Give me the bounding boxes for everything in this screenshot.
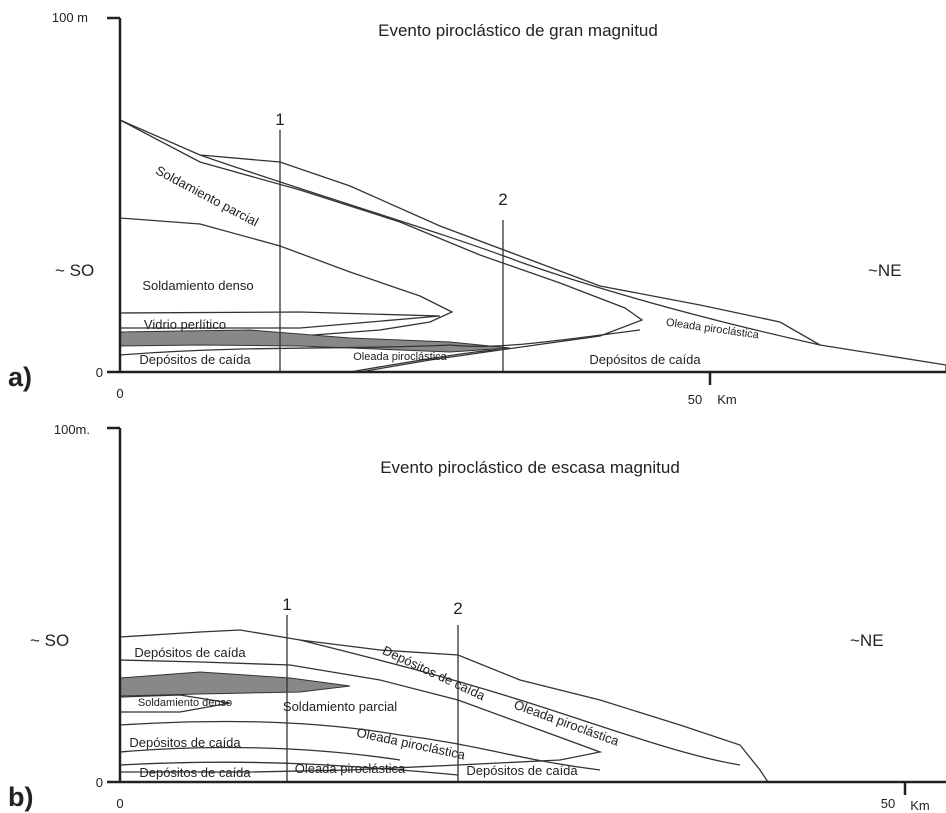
fine-layer [119, 119, 946, 373]
x-end-label: 50 [881, 796, 895, 811]
layer-label: Depósitos de caída [139, 765, 251, 780]
section-a [107, 16, 946, 385]
layer-label: Soldamiento parcial [283, 699, 397, 714]
layer-label: Depósitos de caída [139, 352, 251, 367]
layer-label: Depósitos de caída [589, 352, 701, 367]
x-unit: Km [910, 798, 930, 813]
section-number: 1 [275, 110, 284, 129]
section-number: 1 [282, 595, 291, 614]
panel-label: a) [8, 362, 32, 392]
layer-label: Oleada piroclástica [355, 725, 467, 763]
panel-label: b) [8, 782, 33, 812]
coarse-layer [119, 659, 603, 773]
section-number: 2 [498, 190, 507, 209]
y-bottom-label: 0 [96, 775, 103, 790]
side-label: ~NE [868, 261, 902, 280]
panel-title: Evento piroclástico de gran magnitud [378, 21, 658, 40]
contact [119, 639, 741, 776]
layer-label: Soldamiento denso [138, 697, 232, 709]
x-end-label: 50 [688, 392, 702, 407]
x-start-label: 0 [116, 796, 123, 811]
section-number: 2 [453, 599, 462, 618]
panel-title: Evento piroclástico de escasa magnitud [380, 458, 680, 477]
x-start-label: 0 [116, 386, 123, 401]
gray-band [119, 329, 511, 353]
side-label: ~ SO [55, 261, 94, 280]
layer-label: Oleada piroclástica [353, 351, 447, 363]
y-top-label: 100m. [54, 422, 90, 437]
side-label: ~ SO [30, 631, 69, 650]
contact [119, 154, 821, 373]
section-b [107, 426, 946, 795]
fine-layer [119, 629, 770, 783]
x-unit: Km [717, 392, 737, 407]
layer-label: Soldamiento denso [142, 278, 253, 293]
layer-label: Soldamiento parcial [153, 163, 261, 230]
side-label: ~NE [850, 631, 884, 650]
axes [107, 426, 946, 795]
layer-label: Oleada piroclástica [665, 317, 760, 342]
layer-label: Depósitos de caída [466, 763, 578, 778]
y-bottom-label: 0 [96, 365, 103, 380]
layer-label: Depósitos de caída [129, 735, 241, 750]
layer-label: Vidrio perlítico [144, 317, 226, 332]
layer-label: Oleada piroclástica [512, 697, 622, 749]
layer-label: Oleada piroclástica [295, 761, 406, 776]
y-top-label: 100 m [52, 10, 88, 25]
axes [107, 16, 946, 385]
gray-band [119, 671, 351, 697]
coarse-layer [119, 118, 644, 373]
layer-label: Depósitos de caída [134, 645, 246, 660]
